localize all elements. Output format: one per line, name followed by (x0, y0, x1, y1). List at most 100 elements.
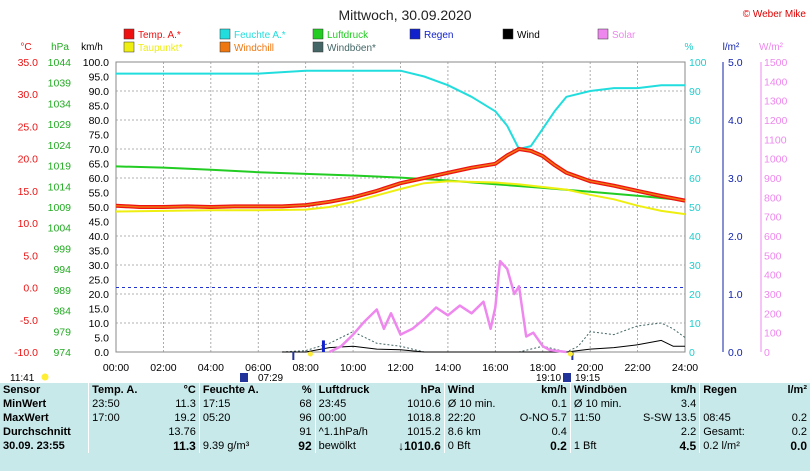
legend-swatch (502, 28, 514, 40)
stats-cell: 68 (299, 398, 312, 410)
solar-tick-label: 600 (764, 231, 782, 243)
pressure-axis-unit: hPa (51, 42, 69, 53)
legend-label: Luftdruck (327, 30, 369, 41)
temp-tick-label: 35.0 (18, 57, 39, 69)
humidity-axis-unit: % (685, 42, 694, 53)
stats-row-label: Durchschnitt (3, 426, 71, 438)
temp-tick-label: 5.0 (23, 250, 38, 262)
sunset-icon (563, 373, 571, 382)
stats-cell: 96 (299, 412, 312, 424)
wind-tick-label: 20.0 (89, 289, 110, 301)
rain-tick-label: 0.0 (728, 347, 743, 359)
stats-header-row: Sensor Temp. A. °C Feuchte A. % Luftdruc… (0, 383, 810, 397)
wind-tick-label: 15.0 (89, 304, 110, 316)
stats-header: Temp. A. (88, 383, 152, 397)
temp-tick-label: 15.0 (18, 186, 39, 198)
wind-tick-label: 100.0 (83, 57, 109, 69)
stats-cell: S-SW 13.5 (643, 412, 697, 424)
stats-cell (699, 397, 768, 411)
pressure-tick-label: 999 (53, 243, 71, 255)
stats-cell: 11:50 (569, 411, 639, 425)
chart-title: Mittwoch, 30.09.2020 (338, 7, 471, 23)
rain-axis-unit: l/m² (723, 42, 740, 53)
wind-tick-label: 85.0 (89, 101, 110, 113)
stats-cell: 9.39 g/m³ (198, 439, 283, 453)
sunrise-icon (240, 373, 248, 382)
moonset-icon (41, 373, 49, 381)
legend-label: Solar (612, 30, 636, 41)
solar-tick-label: 500 (764, 250, 782, 262)
stats-row-current: 30.09. 23:55 11.3 9.39 g/m³ 92 bewölkt ↓… (0, 439, 810, 453)
copyright-label: © Weber Mike (743, 9, 807, 20)
moonrise-label: 19:10 (536, 373, 561, 383)
stats-header: °C (183, 384, 196, 396)
wind-tick-label: 80.0 (89, 115, 110, 127)
stats-cell: 2.2 (680, 426, 697, 438)
stats-cell: 0.2 (550, 439, 567, 453)
legend-label: Feuchte A.* (234, 30, 286, 41)
series-line-solar (328, 259, 567, 354)
stats-cell: 0.4 (551, 426, 567, 438)
temp-tick-label: 0.0 (23, 283, 38, 295)
solar-tick-label: 0 (764, 347, 770, 359)
axis-unit-labels: °C hPa km/h % l/m² W/m² (20, 42, 783, 53)
solar-tick-label: 1200 (764, 115, 788, 127)
solar-tick-label: 800 (764, 192, 782, 204)
legend-swatch (312, 41, 324, 53)
stats-cell: 0.1 (551, 398, 567, 410)
solar-tick-label: 1100 (764, 134, 787, 146)
series-line-luftdruck (115, 165, 686, 202)
stats-cell: 13.76 (168, 426, 196, 438)
stats-cell: 92 (298, 439, 312, 453)
temp-tick-label: 25.0 (18, 121, 39, 133)
temp-tick-label: 30.0 (18, 89, 39, 101)
humidity-tick-label: 60 (689, 173, 701, 185)
sunset-label: 19:15 (575, 373, 600, 383)
wind-tick-label: 55.0 (89, 188, 110, 200)
stats-cell (88, 425, 152, 439)
humidity-tick-label: 30 (689, 260, 701, 272)
weather-chart: Mittwoch, 30.09.2020 © Weber Mike Temp. … (10, 7, 807, 383)
stats-cell: 0.2 l/m² (699, 439, 768, 453)
pressure-tick-label: 1044 (48, 57, 72, 69)
stats-row-label: MinWert (3, 398, 47, 410)
stats-cell: 19.2 (174, 412, 196, 424)
x-tick-label: 14:00 (435, 362, 461, 374)
humidity-tick-label: 10 (689, 318, 701, 330)
solar-tick-label: 900 (764, 173, 782, 185)
wind-tick-label: 60.0 (89, 173, 110, 185)
humidity-tick-label: 20 (689, 289, 701, 301)
wind-axis-unit: km/h (81, 42, 103, 53)
stats-cell: 17:15 (198, 397, 283, 411)
pressure-tick-label: 974 (53, 347, 71, 359)
temp-tick-label: 20.0 (18, 154, 39, 166)
solar-axis-unit: W/m² (759, 42, 784, 53)
pressure-tick-label: 1019 (48, 161, 72, 173)
wind-tick-label: 95.0 (89, 72, 110, 84)
pressure-tick-label: 979 (53, 326, 71, 338)
pressure-tick-label: 984 (53, 306, 71, 318)
solar-tick-label: 100 (764, 328, 782, 340)
stats-cell: Ø 10 min. (569, 397, 639, 411)
stats-row: MaxWert 17:00 19.2 05:20 96 00:00 1018.8… (0, 411, 810, 425)
stats-cell: 00:00 (314, 411, 392, 425)
stats-header: Windböen (569, 383, 639, 397)
stats-cell: ↓1010.6 (398, 439, 441, 453)
wind-tick-label: 5.0 (94, 333, 109, 345)
pressure-tick-label: 1014 (48, 181, 72, 193)
legend-swatch (219, 41, 231, 53)
stats-cell: 91 (299, 426, 312, 438)
humidity-tick-label: 100 (689, 57, 707, 69)
solar-tick-label: 1400 (764, 76, 788, 88)
wind-tick-label: 35.0 (89, 246, 110, 258)
stats-cell: bewölkt (314, 439, 392, 453)
pressure-tick-label: 1034 (48, 98, 72, 110)
wind-tick-label: 40.0 (89, 231, 110, 243)
legend-swatch (409, 28, 421, 40)
pressure-tick-label: 989 (53, 285, 71, 297)
stats-cell: 1 Bft (569, 439, 639, 453)
x-tick-label: 10:00 (340, 362, 366, 374)
statistics-table: Sensor Temp. A. °C Feuchte A. % Luftdruc… (0, 383, 810, 453)
moon-marker (567, 351, 573, 357)
solar-tick-label: 1000 (764, 154, 788, 166)
